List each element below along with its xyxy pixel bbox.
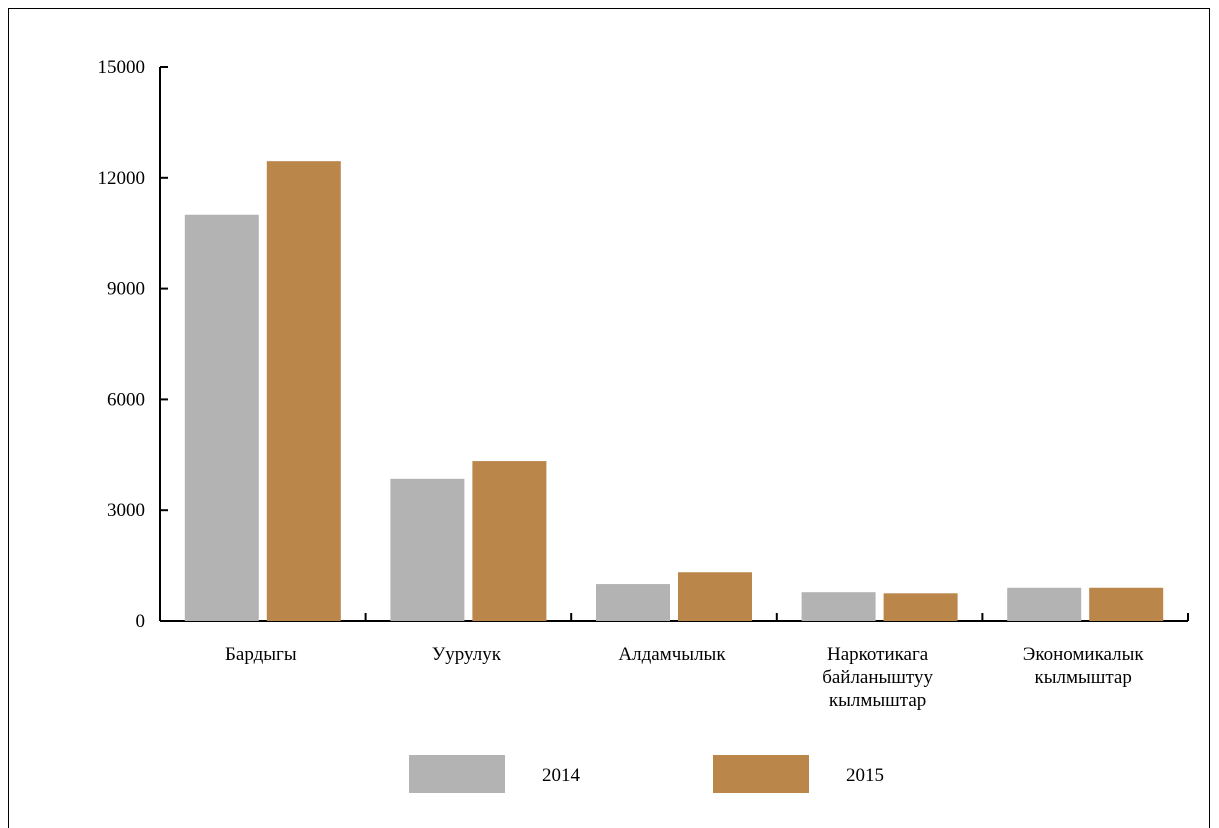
y-tick-label: 12000 bbox=[98, 168, 146, 189]
y-tick-label: 6000 bbox=[107, 389, 145, 410]
bar-2015-0 bbox=[266, 161, 341, 621]
bar-2014-0 bbox=[184, 214, 259, 621]
y-tick-labels: 0 3000 6000 9000 12000 15000 bbox=[98, 57, 146, 632]
bar-2014-4 bbox=[1007, 587, 1082, 621]
bar-2014-1 bbox=[390, 478, 465, 621]
bar-2015-4 bbox=[1089, 587, 1164, 621]
x-category-label: байланыштуу bbox=[822, 667, 933, 688]
legend-label-2015: 2015 bbox=[846, 765, 884, 786]
bar-2015-3 bbox=[883, 593, 958, 621]
bar-2014-2 bbox=[596, 584, 670, 621]
y-tick-label: 3000 bbox=[107, 500, 145, 521]
y-tick-label: 0 bbox=[136, 611, 146, 632]
bar-2014-3 bbox=[801, 592, 876, 621]
chart-frame bbox=[8, 8, 1210, 828]
x-category-label: Бардыгы bbox=[225, 644, 297, 665]
x-category-label: Наркотикага bbox=[827, 644, 929, 665]
x-tick-labels: Бардыгы Уурулук Алдамчылык Наркотикагабайла… bbox=[225, 644, 1144, 711]
bars bbox=[184, 161, 1164, 621]
x-category-label: Уурулук bbox=[432, 644, 502, 665]
bar-2015-1 bbox=[472, 461, 547, 621]
legend-label-2014: 2014 bbox=[542, 765, 581, 786]
x-category-label: кылмыштар bbox=[1035, 667, 1132, 688]
legend-swatch-2015 bbox=[713, 755, 809, 793]
legend-swatch-2014 bbox=[409, 755, 505, 793]
x-category-label: кылмыштар bbox=[829, 690, 926, 711]
y-tick-label: 9000 bbox=[107, 279, 145, 300]
legend: 2014 2015 bbox=[409, 755, 884, 793]
bar-2015-2 bbox=[678, 572, 752, 621]
x-category-label: Алдамчылык bbox=[618, 644, 726, 665]
y-tick-label: 15000 bbox=[98, 57, 146, 78]
x-category-label: Экономикалык bbox=[1023, 644, 1145, 665]
